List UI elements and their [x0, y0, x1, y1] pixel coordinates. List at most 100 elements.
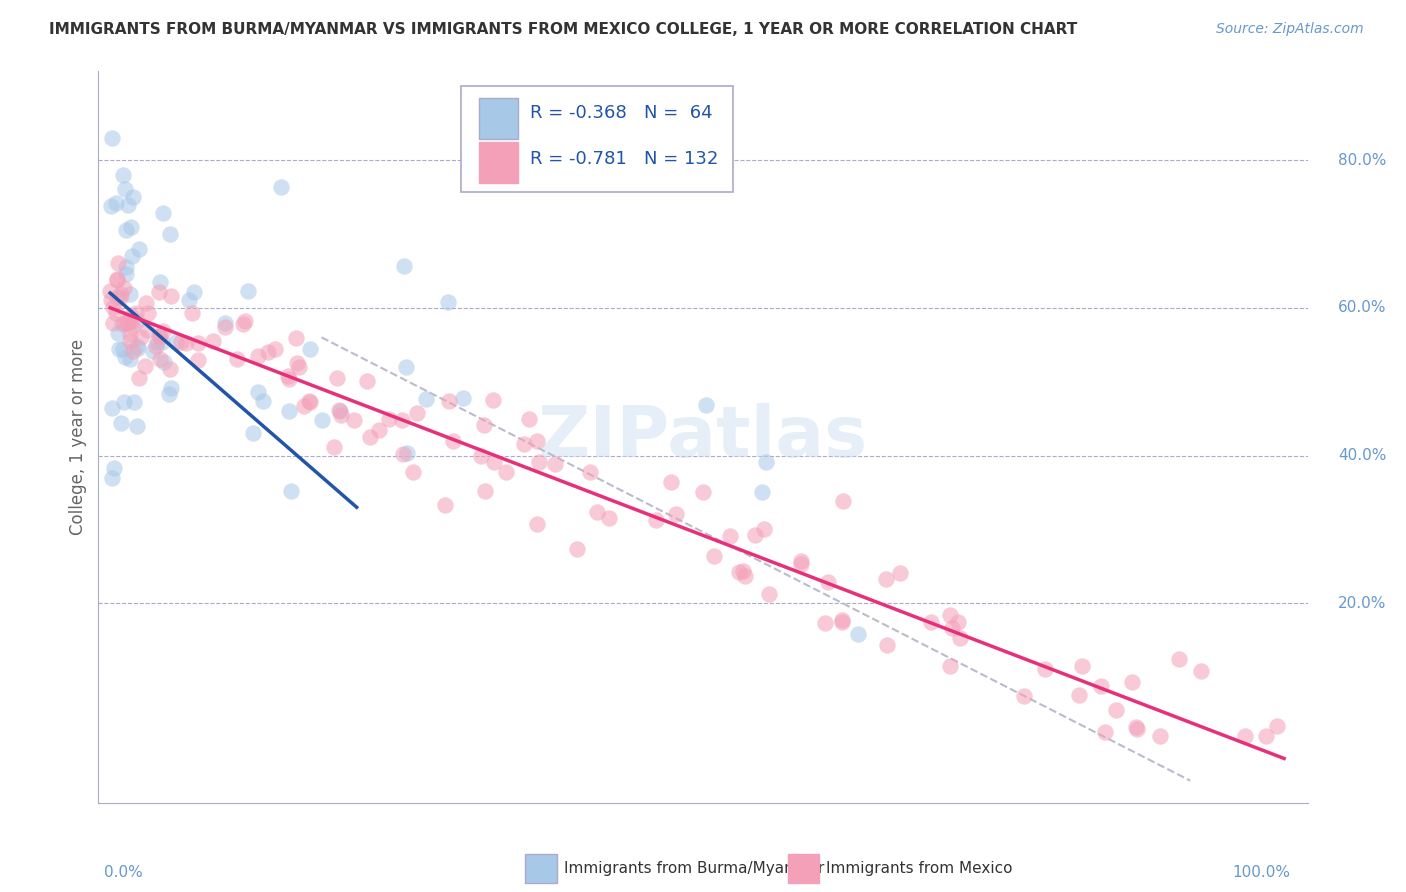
Point — [150, 334, 173, 349]
Point — [129, 330, 152, 344]
Point — [298, 394, 321, 409]
Point — [174, 335, 197, 350]
Point — [495, 465, 517, 479]
Point — [754, 522, 776, 536]
FancyBboxPatch shape — [787, 854, 820, 883]
Point — [328, 402, 350, 417]
Point — [875, 572, 897, 586]
Point — [170, 334, 193, 349]
Point — [758, 587, 780, 601]
Point — [1265, 719, 1288, 733]
Point — [343, 413, 366, 427]
Point — [157, 387, 180, 401]
Point — [149, 328, 172, 343]
Point — [105, 273, 128, 287]
Text: Immigrants from Mexico: Immigrants from Mexico — [827, 861, 1012, 876]
Point — [105, 195, 128, 210]
Point — [118, 334, 141, 348]
Point — [103, 301, 125, 315]
Point — [121, 319, 143, 334]
Point — [117, 198, 139, 212]
Point — [201, 334, 224, 348]
FancyBboxPatch shape — [479, 98, 517, 138]
Point — [718, 529, 741, 543]
Point — [125, 419, 148, 434]
Point — [437, 295, 460, 310]
Text: R = -0.781   N = 132: R = -0.781 N = 132 — [530, 150, 718, 168]
Point — [368, 423, 391, 437]
Point — [734, 569, 756, 583]
Point — [298, 393, 321, 408]
Point — [292, 399, 315, 413]
Point — [107, 256, 129, 270]
Point — [1071, 658, 1094, 673]
Point — [135, 296, 157, 310]
Point — [526, 516, 548, 531]
Text: Source: ZipAtlas.com: Source: ZipAtlas.com — [1216, 22, 1364, 37]
Point — [277, 404, 299, 418]
Point — [1168, 652, 1191, 666]
Point — [107, 343, 129, 357]
Point — [214, 319, 236, 334]
Point — [127, 314, 149, 328]
Point — [472, 417, 495, 432]
Point — [394, 259, 416, 273]
Point — [433, 498, 456, 512]
Point — [659, 475, 682, 489]
Point — [665, 508, 688, 522]
Point — [101, 471, 124, 485]
Point — [110, 416, 132, 430]
Point — [121, 249, 143, 263]
Point — [889, 566, 911, 580]
Point — [112, 316, 135, 330]
Point — [280, 484, 302, 499]
Point — [544, 457, 567, 471]
Point — [484, 455, 506, 469]
Point — [329, 404, 352, 418]
Point — [101, 401, 124, 416]
Point — [1094, 725, 1116, 739]
Text: 20.0%: 20.0% — [1339, 596, 1386, 611]
Point — [115, 260, 138, 275]
Point — [585, 505, 607, 519]
Point — [359, 430, 381, 444]
Point — [285, 356, 308, 370]
Point — [1121, 674, 1143, 689]
Point — [252, 393, 274, 408]
Point — [278, 372, 301, 386]
Point — [391, 413, 413, 427]
Point — [692, 485, 714, 500]
Point — [105, 291, 128, 305]
Point — [790, 554, 813, 568]
Point — [236, 284, 259, 298]
Point — [114, 350, 136, 364]
FancyBboxPatch shape — [526, 854, 557, 883]
Point — [299, 342, 322, 356]
Point — [277, 369, 299, 384]
Point — [181, 306, 204, 320]
Point — [391, 447, 413, 461]
Point — [703, 549, 725, 563]
Point — [112, 394, 135, 409]
Point — [115, 317, 138, 331]
Text: R = -0.368   N =  64: R = -0.368 N = 64 — [530, 104, 713, 122]
Point — [145, 339, 167, 353]
Point — [846, 627, 869, 641]
Point — [108, 291, 131, 305]
Point — [941, 622, 963, 636]
Point — [876, 638, 898, 652]
Point — [395, 359, 418, 374]
Point — [1033, 662, 1056, 676]
Point — [159, 361, 181, 376]
Text: Immigrants from Burma/Myanmar: Immigrants from Burma/Myanmar — [564, 861, 824, 876]
Point — [187, 335, 209, 350]
Point — [105, 272, 128, 286]
Point — [1256, 729, 1278, 743]
Point — [1149, 729, 1171, 743]
Point — [122, 394, 145, 409]
Point — [136, 306, 159, 320]
Point — [1104, 703, 1126, 717]
Point — [110, 287, 132, 301]
Point — [112, 343, 135, 357]
Point — [946, 615, 969, 629]
